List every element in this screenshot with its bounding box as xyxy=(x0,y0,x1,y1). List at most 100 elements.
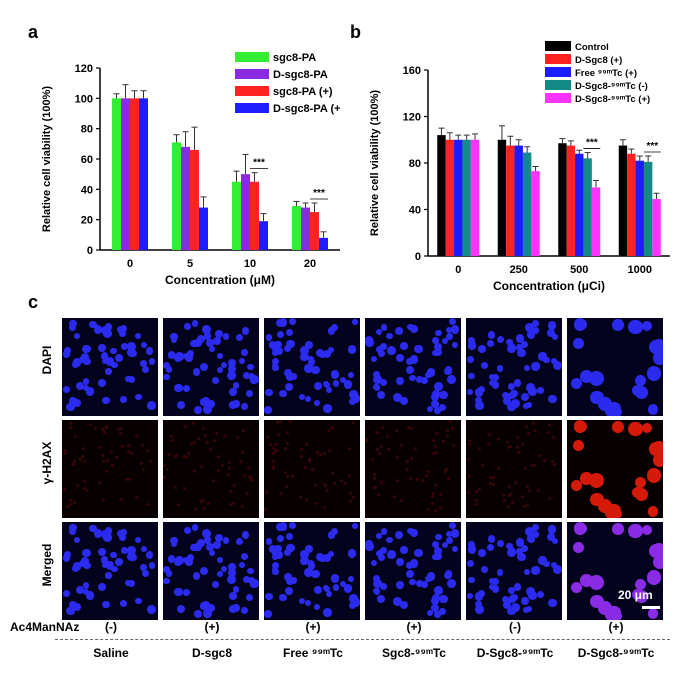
cell-nucleus xyxy=(103,431,107,435)
cell-nucleus xyxy=(380,324,388,331)
cell-nucleus xyxy=(634,579,646,591)
cell-nucleus xyxy=(328,429,332,433)
cell-nucleus xyxy=(201,426,205,430)
cell-nucleus xyxy=(349,602,356,610)
cell-nucleus xyxy=(197,436,201,440)
cell-nucleus xyxy=(646,570,662,585)
legend-label: D-Sgc8-⁹⁹ᵐTc (+) xyxy=(575,94,650,105)
cell-nucleus xyxy=(139,462,143,466)
cell-nucleus xyxy=(100,555,109,564)
cell-nucleus xyxy=(589,594,604,609)
cell-nucleus xyxy=(325,488,329,492)
micrograph-tile xyxy=(163,420,259,518)
cell-nucleus xyxy=(74,332,81,339)
legend-swatch xyxy=(235,86,269,96)
cell-nucleus xyxy=(310,365,320,375)
cell-nucleus xyxy=(571,378,583,390)
micrograph-tile xyxy=(466,318,562,416)
cell-nucleus xyxy=(522,606,529,613)
bar xyxy=(121,98,130,250)
cell-nucleus xyxy=(236,436,240,440)
cell-nucleus xyxy=(199,398,208,407)
cell-nucleus xyxy=(371,559,378,567)
cell-nucleus xyxy=(222,333,230,340)
cell-nucleus xyxy=(101,459,105,463)
cell-nucleus xyxy=(507,402,516,412)
cell-nucleus xyxy=(274,544,282,553)
cell-nucleus xyxy=(283,368,292,377)
bar xyxy=(591,187,601,256)
cell-nucleus xyxy=(434,343,443,352)
cell-nucleus xyxy=(69,523,77,532)
cell-nucleus xyxy=(327,448,331,452)
cell-nucleus xyxy=(508,595,516,604)
cell-nucleus xyxy=(193,609,202,619)
cell-nucleus xyxy=(386,346,396,355)
cell-nucleus xyxy=(576,523,588,535)
cell-nucleus xyxy=(170,332,178,341)
micrograph-tile xyxy=(466,420,562,518)
cell-nucleus xyxy=(332,482,336,486)
cell-nucleus xyxy=(375,328,383,336)
cell-nucleus xyxy=(446,333,453,340)
cell-nucleus xyxy=(148,460,152,464)
bar xyxy=(250,181,259,250)
cell-nucleus xyxy=(187,451,191,455)
cell-nucleus xyxy=(406,357,414,365)
legend-swatch xyxy=(545,93,571,103)
cell-nucleus xyxy=(232,381,240,389)
cell-nucleus xyxy=(285,383,293,391)
cell-nucleus xyxy=(126,546,136,555)
cell-nucleus xyxy=(375,447,379,451)
cell-nucleus xyxy=(239,357,246,364)
cell-nucleus xyxy=(214,431,218,435)
cell-nucleus xyxy=(315,349,324,357)
cell-nucleus xyxy=(349,491,352,495)
cell-nucleus xyxy=(653,555,663,569)
micrograph-tile xyxy=(62,420,158,518)
cell-nucleus xyxy=(213,541,221,550)
cell-nucleus xyxy=(82,582,90,589)
cell-nucleus xyxy=(307,459,311,463)
cell-nucleus xyxy=(406,366,415,375)
cell-nucleus xyxy=(394,327,403,336)
cell-nucleus xyxy=(379,342,388,351)
row-label-dapi: DAPI xyxy=(40,345,54,375)
cell-nucleus xyxy=(103,533,112,542)
cell-nucleus xyxy=(386,332,393,340)
cell-nucleus xyxy=(298,597,306,604)
cell-nucleus xyxy=(474,600,482,608)
cell-nucleus xyxy=(242,429,246,433)
cell-nucleus xyxy=(184,424,188,428)
cell-nucleus xyxy=(203,507,207,511)
y-axis-label: Relative cell viability (100%) xyxy=(369,90,381,236)
cell-nucleus xyxy=(120,600,127,607)
cell-nucleus xyxy=(183,588,191,596)
ac-value-5: (-) xyxy=(509,620,521,634)
cell-nucleus xyxy=(466,559,475,568)
cell-nucleus xyxy=(284,345,292,353)
cell-nucleus xyxy=(507,446,511,450)
scale-bar xyxy=(642,606,660,609)
cell-nucleus xyxy=(380,426,384,430)
cell-nucleus xyxy=(315,451,319,455)
cell-nucleus xyxy=(375,549,383,558)
cell-nucleus xyxy=(250,477,254,481)
cell-nucleus xyxy=(526,330,536,339)
cell-nucleus xyxy=(221,566,228,573)
cell-nucleus xyxy=(148,562,156,569)
cell-nucleus xyxy=(82,344,91,353)
cell-nucleus xyxy=(532,428,536,432)
cell-nucleus xyxy=(286,475,290,479)
cell-nucleus xyxy=(434,547,443,556)
cell-nucleus xyxy=(435,534,442,541)
cell-nucleus xyxy=(467,341,477,350)
cell-nucleus xyxy=(288,522,297,530)
cell-nucleus xyxy=(451,341,458,348)
cell-nucleus xyxy=(148,358,156,365)
group-label-4: Sgc8-⁹⁹ᵐTc xyxy=(382,646,446,660)
cell-nucleus xyxy=(93,324,103,334)
cell-nucleus xyxy=(332,584,340,591)
cell-nucleus xyxy=(139,564,147,572)
cell-nucleus xyxy=(135,393,142,401)
